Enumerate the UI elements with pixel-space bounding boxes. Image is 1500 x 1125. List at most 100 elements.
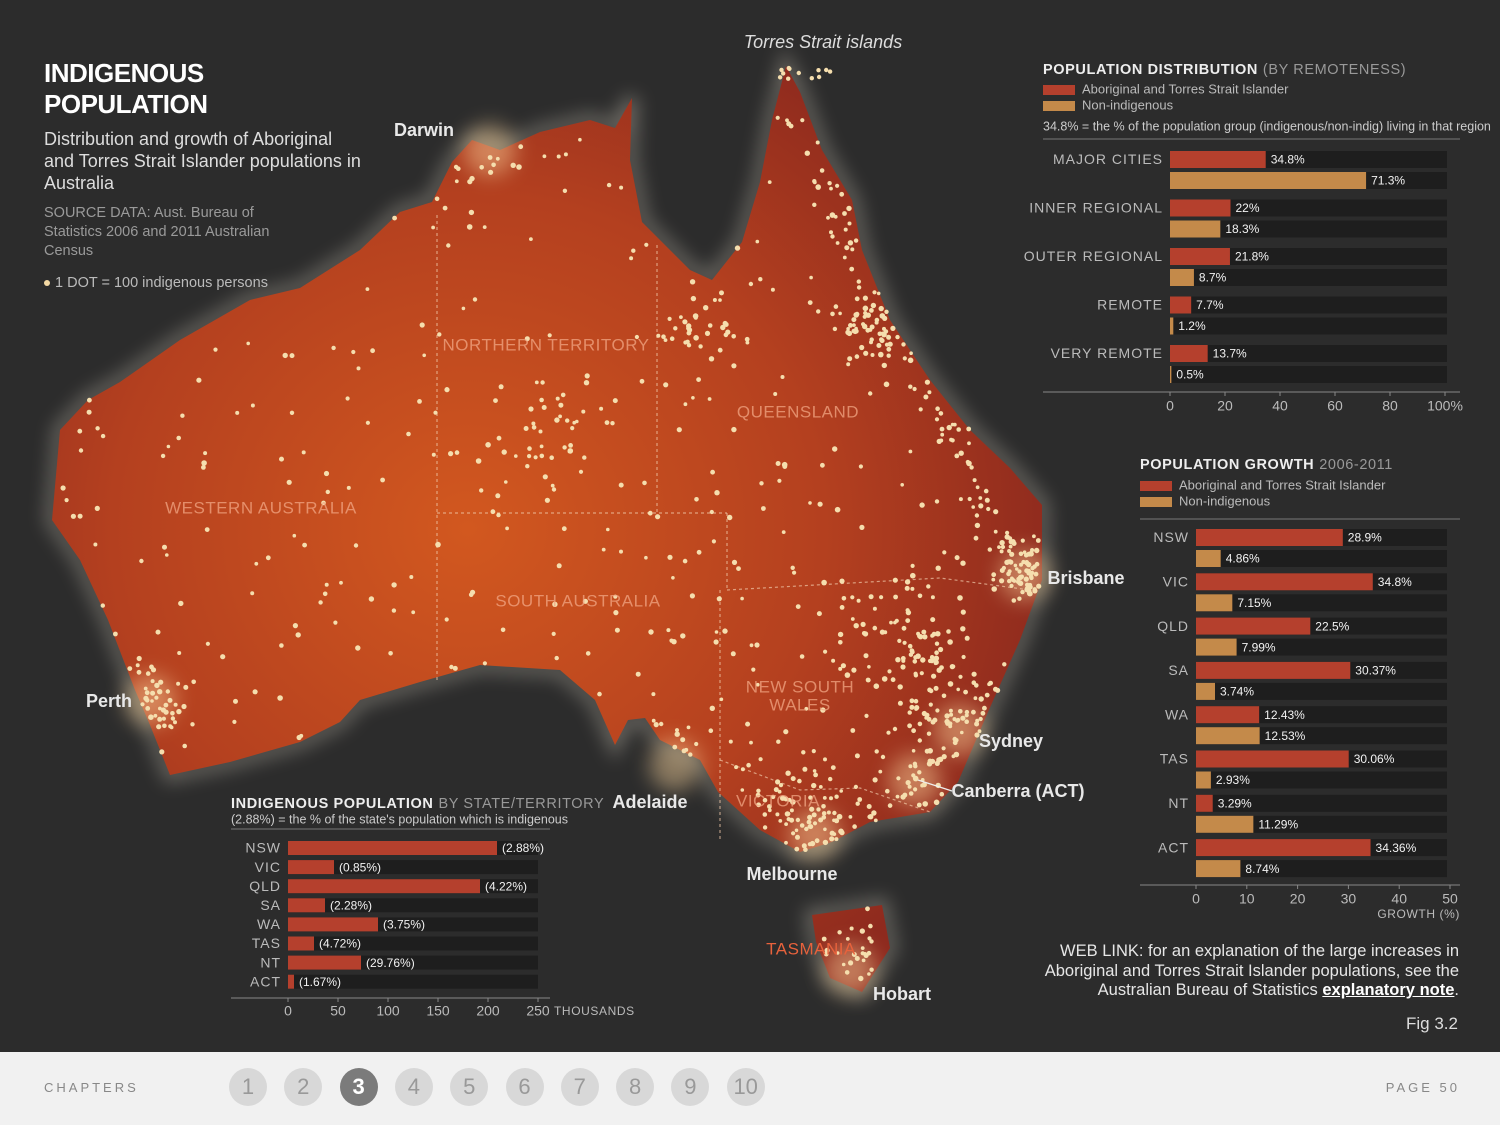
- bar-track: [1196, 594, 1447, 612]
- chapter-button[interactable]: 8: [616, 1068, 655, 1106]
- population-dot: [496, 435, 502, 441]
- bar-track: [1170, 296, 1447, 314]
- population-dot: [775, 812, 780, 817]
- legend-swatch: [1043, 85, 1075, 95]
- population-dot: [803, 847, 808, 852]
- bar-track: [1196, 794, 1447, 812]
- population-dot: [876, 291, 881, 296]
- chapter-button[interactable]: 10: [726, 1068, 765, 1106]
- population-dot: [466, 224, 473, 230]
- population-dot: [1030, 548, 1035, 553]
- value-label: 30.06%: [1354, 752, 1395, 766]
- chart-title-main: POPULATION DISTRIBUTION: [1043, 62, 1258, 78]
- population-dot: [86, 409, 92, 415]
- population-dot: [926, 716, 932, 722]
- population-dot: [727, 514, 733, 521]
- population-dot: [907, 357, 914, 364]
- chapter-button[interactable]: 1: [229, 1068, 267, 1106]
- population-dot: [551, 631, 556, 637]
- value-label: 4.86%: [1226, 552, 1260, 566]
- population-dot: [938, 646, 944, 653]
- population-dot: [150, 667, 157, 673]
- population-dot: [562, 445, 567, 450]
- population-dot: [351, 349, 356, 355]
- population-dot: [868, 923, 873, 929]
- population-dot: [339, 580, 343, 585]
- population-dot: [917, 593, 923, 599]
- category-label: VIC: [1163, 574, 1189, 590]
- chapter-button[interactable]: 2: [284, 1068, 323, 1106]
- population-dot: [967, 441, 971, 446]
- population-dot: [648, 629, 654, 635]
- value-label: 71.3%: [1371, 174, 1405, 188]
- population-dot: [839, 605, 845, 610]
- population-dot: [748, 281, 754, 287]
- population-dot: [950, 438, 955, 443]
- value-label: 1.2%: [1178, 319, 1206, 333]
- population-dot: [170, 711, 175, 716]
- population-dot: [993, 686, 998, 692]
- x-tick-label: 10: [1239, 891, 1255, 907]
- value-label: (2.28%): [330, 898, 372, 912]
- value-label: 12.53%: [1265, 729, 1306, 743]
- population-dot: [882, 326, 886, 331]
- chapter-button[interactable]: 7: [560, 1068, 599, 1106]
- population-dot: [619, 185, 624, 190]
- population-dot: [946, 629, 951, 634]
- population-dot: [900, 794, 906, 800]
- population-dot: [858, 464, 864, 469]
- legend-label: Non-indigenous: [1179, 493, 1271, 508]
- population-dot: [165, 553, 169, 557]
- chapter-button[interactable]: 5: [450, 1068, 489, 1106]
- population-dot: [663, 382, 669, 388]
- population-dot: [1007, 569, 1012, 574]
- population-dot: [924, 379, 931, 385]
- population-dot: [1035, 538, 1041, 543]
- population-dot: [93, 542, 98, 547]
- chapter-button[interactable]: 4: [394, 1068, 433, 1106]
- region-label: NORTHERN TERRITORY: [442, 335, 649, 354]
- population-dot: [974, 522, 981, 529]
- population-dot: [780, 375, 785, 379]
- chapter-button[interactable]: 9: [671, 1068, 710, 1106]
- population-dot: [807, 842, 813, 847]
- population-dot: [835, 951, 840, 955]
- population-dot: [531, 421, 536, 426]
- population-dot: [813, 772, 818, 778]
- population-dot: [220, 654, 226, 660]
- population-dot: [824, 947, 830, 954]
- web-link-end: .: [1454, 981, 1459, 999]
- value-label: (0.85%): [339, 860, 381, 874]
- chapter-button[interactable]: 3: [339, 1068, 378, 1106]
- footer: CHAPTERS PAGE 50 1 2 3 4 5 6 7 8 9 10: [0, 1052, 1500, 1125]
- population-dot: [973, 535, 979, 541]
- population-dot: [550, 483, 555, 488]
- population-dot: [491, 162, 496, 168]
- population-dot: [755, 239, 760, 244]
- link[interactable]: explanatory note: [1322, 981, 1455, 999]
- chapter-button[interactable]: 6: [505, 1068, 544, 1106]
- bar: [288, 917, 378, 932]
- population-dot: [689, 279, 696, 285]
- population-dot: [694, 497, 699, 502]
- population-dot: [1017, 581, 1022, 586]
- chart-title-main: INDIGENOUS POPULATION: [231, 796, 433, 812]
- population-dot: [830, 311, 835, 317]
- population-dot: [572, 420, 576, 425]
- region-label: QUEENSLAND: [737, 402, 859, 421]
- population-dot: [510, 162, 516, 168]
- population-dot: [796, 70, 801, 76]
- population-dot: [792, 570, 797, 575]
- population-dot: [651, 718, 656, 723]
- population-dot: [960, 560, 966, 566]
- population-dot: [708, 356, 715, 362]
- population-dot: [1024, 586, 1030, 593]
- chart-note: (2.88%) = the % of the state's populatio…: [231, 812, 568, 826]
- population-dot: [644, 555, 648, 560]
- population-dot: [802, 766, 808, 772]
- population-dot: [786, 76, 791, 81]
- population-dot: [935, 565, 941, 571]
- population-dot: [893, 620, 897, 625]
- population-dot: [881, 676, 888, 682]
- population-dot: [718, 298, 722, 302]
